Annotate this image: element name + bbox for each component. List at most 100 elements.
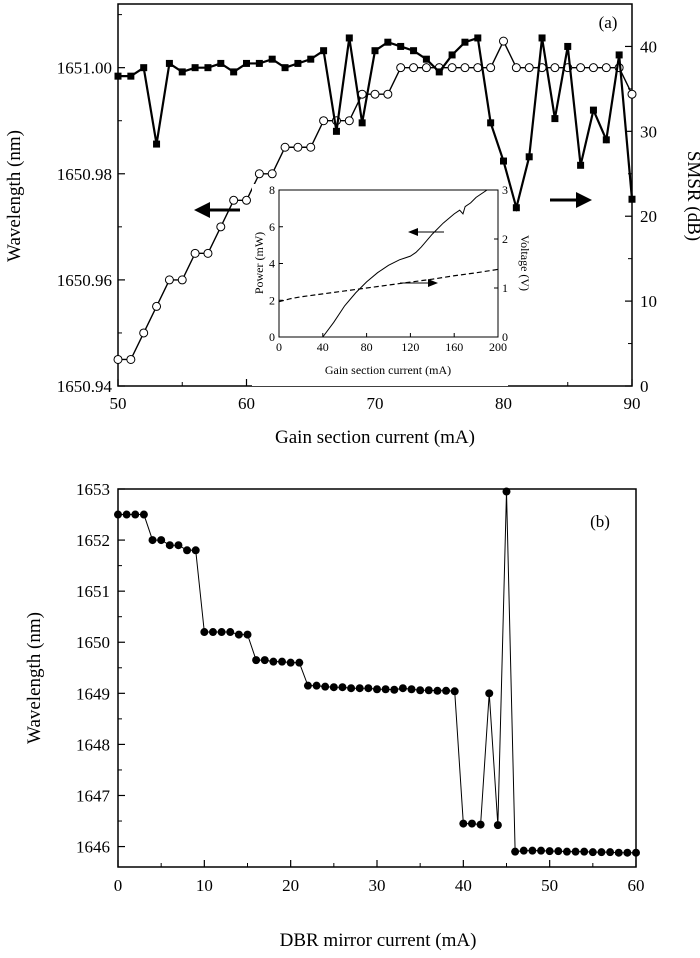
panel-b-label: (b) [590,512,610,531]
b-y-tick-label: 1653 [76,480,110,499]
panel-b-plot-frame [117,488,637,868]
smsr-point [217,59,225,67]
a-x-tick-label: 70 [367,394,384,413]
smsr-point [371,47,379,55]
panel-a-y-axis-label: Wavelength (nm) [4,130,25,262]
dbr-wavelength-point [157,536,166,545]
smsr-point [602,136,610,144]
dbr-wavelength-point [528,846,537,855]
wavelength-point [293,142,303,152]
inset-x-tick-label: 0 [276,340,282,354]
dbr-wavelength-point [278,657,287,666]
smsr-point [268,55,276,63]
smsr-point [615,51,623,59]
smsr-point [114,72,122,80]
dbr-wavelength-point [139,510,148,519]
wavelength-point [267,169,277,179]
dbr-wavelength-point [632,848,640,857]
inset-y2-tick-label: 0 [502,330,508,344]
smsr-point [512,204,520,212]
wavelength-point [511,63,521,73]
inset-y2-tick-label: 3 [502,183,508,197]
dbr-wavelength-point [122,510,131,519]
smsr-point [577,161,585,169]
inset-y-tick-label: 2 [269,293,275,307]
dbr-wavelength-point [321,682,330,691]
wavelength-point [627,89,637,99]
inset-right-arrow-icon [400,279,438,287]
dbr-wavelength-point [355,684,364,693]
smsr-point [474,34,482,42]
inset-x-tick-label: 120 [401,340,419,354]
dbr-wavelength-point [329,683,338,692]
inset-y-tick-label: 6 [269,220,275,234]
smsr-point [500,157,507,165]
right-arrow-icon [550,192,592,208]
smsr-point [255,59,263,67]
wavelength-point [344,116,354,126]
wavelength-point [396,63,406,73]
dbr-wavelength-point [286,658,295,667]
b-y-tick-label: 1648 [76,735,110,754]
dbr-wavelength-point [450,687,459,696]
dbr-wavelength-point [606,848,615,857]
wavelength-point [421,63,431,73]
b-x-tick-label: 10 [196,876,213,895]
dbr-wavelength-point [114,510,122,519]
inset-x-tick-label: 80 [361,340,373,354]
a-y2-tick-label: 0 [640,377,649,396]
dbr-wavelength-point [381,685,390,694]
dbr-wavelength-point [433,686,442,695]
panel-a-ticks: 50 60 70 80 901650.941650.961650.981651.0001… [57,14,657,413]
wavelength-point [550,63,560,73]
panel-a-wavelength-series [113,36,637,364]
smsr-point [140,64,148,72]
wavelength-point [524,63,534,73]
b-x-tick-label: 40 [455,876,472,895]
dbr-wavelength-line [118,491,636,854]
inset-y2-tick-label: 1 [502,281,508,295]
a-y-tick-label: 1651.00 [57,59,112,78]
smsr-point [461,38,469,46]
smsr-point [358,119,366,127]
smsr-point [487,119,495,127]
inset-y2-tick-label: 2 [502,232,508,246]
inset-x-tick-label: 200 [489,340,507,354]
smsr-point [320,47,328,55]
wavelength-point [601,63,611,73]
dbr-wavelength-point [226,628,235,637]
inset-y2-axis-label: Voltage (V) [518,235,532,291]
wavelength-point [126,354,136,364]
inset-voltage-line [278,268,499,303]
wavelength-point [242,195,251,205]
wavelength-point [139,328,149,338]
dbr-wavelength-point [131,510,140,519]
smsr-point [230,68,238,76]
smsr-point [294,59,302,67]
a-x-tick-label: 60 [238,394,255,413]
wavelength-point [164,275,174,285]
dbr-wavelength-point [502,487,511,496]
dbr-wavelength-point [390,685,399,694]
smsr-point [345,34,353,42]
wavelength-point [357,89,367,99]
dbr-wavelength-point [183,546,192,555]
smsr-point [127,72,135,80]
dbr-wavelength-point [373,685,381,694]
smsr-point [422,55,430,63]
a-x-tick-label: 50 [110,394,127,413]
wavelength-point [113,354,123,364]
inset-y-axis-label: Power (mW) [252,232,266,294]
b-x-tick-label: 20 [282,876,299,895]
smsr-point [281,64,289,72]
panel-b-y-axis-label: Wavelength (nm) [24,612,45,744]
panel-b: 0 10 20 30 40 50 60 1646 1647 1648 1649 1650 1651 165… [24,480,645,951]
smsr-point [204,64,212,72]
dbr-wavelength-point [269,657,278,666]
smsr-point [397,42,405,50]
dbr-wavelength-point [623,848,632,857]
inset-x-axis-label: Gain section current (mA) [325,363,451,377]
